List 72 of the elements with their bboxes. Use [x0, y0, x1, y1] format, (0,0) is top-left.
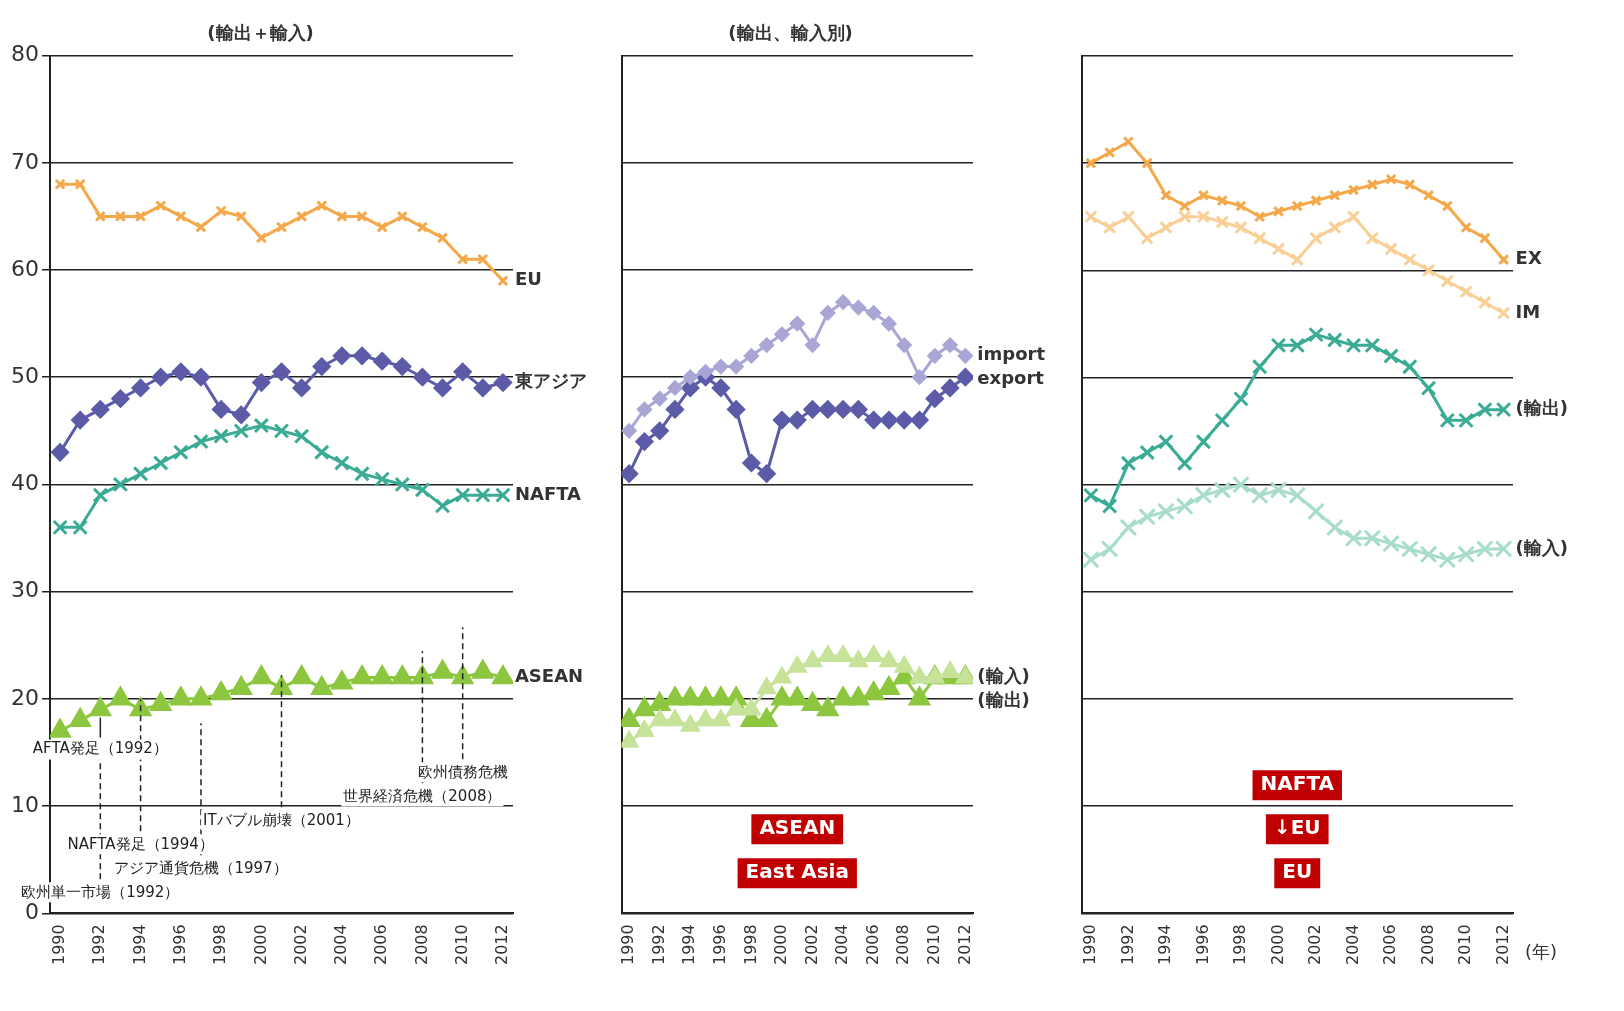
- x-tick-label: 2002: [801, 924, 821, 965]
- x-tick-label: 2004: [832, 924, 852, 965]
- x-tick-label: 1992: [648, 924, 668, 965]
- x-tick-label: 1992: [1117, 924, 1137, 965]
- y-tick-label: 80: [10, 41, 39, 67]
- ref-line-label: 欧州債務危機: [417, 763, 508, 782]
- x-tick-label: 2008: [411, 924, 431, 965]
- series-label: EU: [514, 268, 542, 290]
- annotation: East Asia: [745, 859, 849, 884]
- x-tick-label: 2012: [954, 924, 974, 965]
- series-label: import: [977, 343, 1046, 365]
- annotation: NAFTA: [1260, 771, 1335, 796]
- x-tick-label: 2004: [1342, 924, 1362, 965]
- x-tick-label: 2012: [492, 924, 512, 965]
- annotation: EU: [1282, 859, 1313, 884]
- x-tick-label: 2006: [1380, 924, 1400, 965]
- y-tick-label: 20: [10, 684, 39, 710]
- x-tick-label: 1998: [1230, 924, 1250, 965]
- x-tick-label: 1994: [129, 924, 149, 965]
- series-label: (輸入): [977, 665, 1030, 687]
- chart-title: (輸出＋輸入): [207, 22, 314, 44]
- x-tick-label: 1992: [89, 924, 109, 965]
- series-label: export: [977, 367, 1045, 389]
- x-tick-label: 1996: [1192, 924, 1212, 965]
- x-tick-label: 2010: [923, 924, 943, 965]
- y-tick-label: 40: [10, 470, 39, 496]
- ref-line-label: アジア通貨危機（1997）: [114, 859, 288, 878]
- x-tick-label: 1994: [1155, 924, 1175, 965]
- chart-title: (輸出、輸入別): [728, 22, 853, 44]
- x-tick-label: 1998: [210, 924, 230, 965]
- x-tick-label: 2002: [1305, 924, 1325, 965]
- x-tick-label: 2012: [1492, 924, 1512, 965]
- annotation: ↓EU: [1273, 815, 1321, 840]
- y-tick-label: 60: [10, 255, 39, 281]
- x-tick-label: 1994: [679, 924, 699, 965]
- y-tick-label: 30: [10, 577, 39, 603]
- series-label: IM: [1515, 300, 1541, 322]
- x-tick-label: 2006: [371, 924, 391, 965]
- ref-line-label: ITバブル崩壊（2001）: [203, 811, 360, 830]
- series-label: EX: [1515, 247, 1542, 269]
- series-label: 東アジア: [513, 370, 587, 392]
- x-tick-label: 2000: [1267, 924, 1287, 965]
- x-tick-label: 1990: [49, 924, 69, 965]
- series-label: ASEAN: [514, 665, 584, 687]
- annotation: ASEAN: [759, 815, 836, 840]
- ref-line-label: 世界経済危機（2008）: [343, 787, 502, 806]
- ref-line-label: 欧州単一市場（1992）: [21, 883, 180, 902]
- x-tick-label: 1990: [1080, 924, 1100, 965]
- x-tick-label: 2002: [290, 924, 310, 965]
- y-tick-label: 70: [10, 148, 39, 174]
- x-tick-label: 2000: [771, 924, 791, 965]
- y-tick-label: 0: [24, 899, 39, 924]
- x-tick-label: 2006: [862, 924, 882, 965]
- x-axis-title: (年): [1525, 940, 1558, 962]
- annotation: AFTA発足（1992）: [32, 739, 168, 758]
- x-tick-label: 2010: [451, 924, 471, 965]
- x-tick-label: 2000: [250, 924, 270, 965]
- x-tick-label: 2008: [893, 924, 913, 965]
- x-tick-label: 2010: [1455, 924, 1475, 965]
- ref-line-label: NAFTA発足（1994）: [67, 835, 214, 854]
- x-tick-label: 1990: [618, 924, 638, 965]
- series-label: (輸入): [1515, 536, 1569, 558]
- y-tick-label: 10: [10, 791, 39, 817]
- series-label: (輸出): [977, 689, 1030, 711]
- x-tick-label: 1996: [170, 924, 189, 965]
- x-tick-label: 2008: [1417, 924, 1437, 965]
- y-tick-label: 50: [10, 362, 39, 388]
- x-tick-label: 2004: [331, 924, 351, 965]
- x-tick-label: 1996: [709, 924, 729, 965]
- x-tick-label: 1998: [740, 924, 760, 965]
- series-label: NAFTA: [514, 482, 582, 504]
- series-label: (輸出): [1515, 397, 1569, 419]
